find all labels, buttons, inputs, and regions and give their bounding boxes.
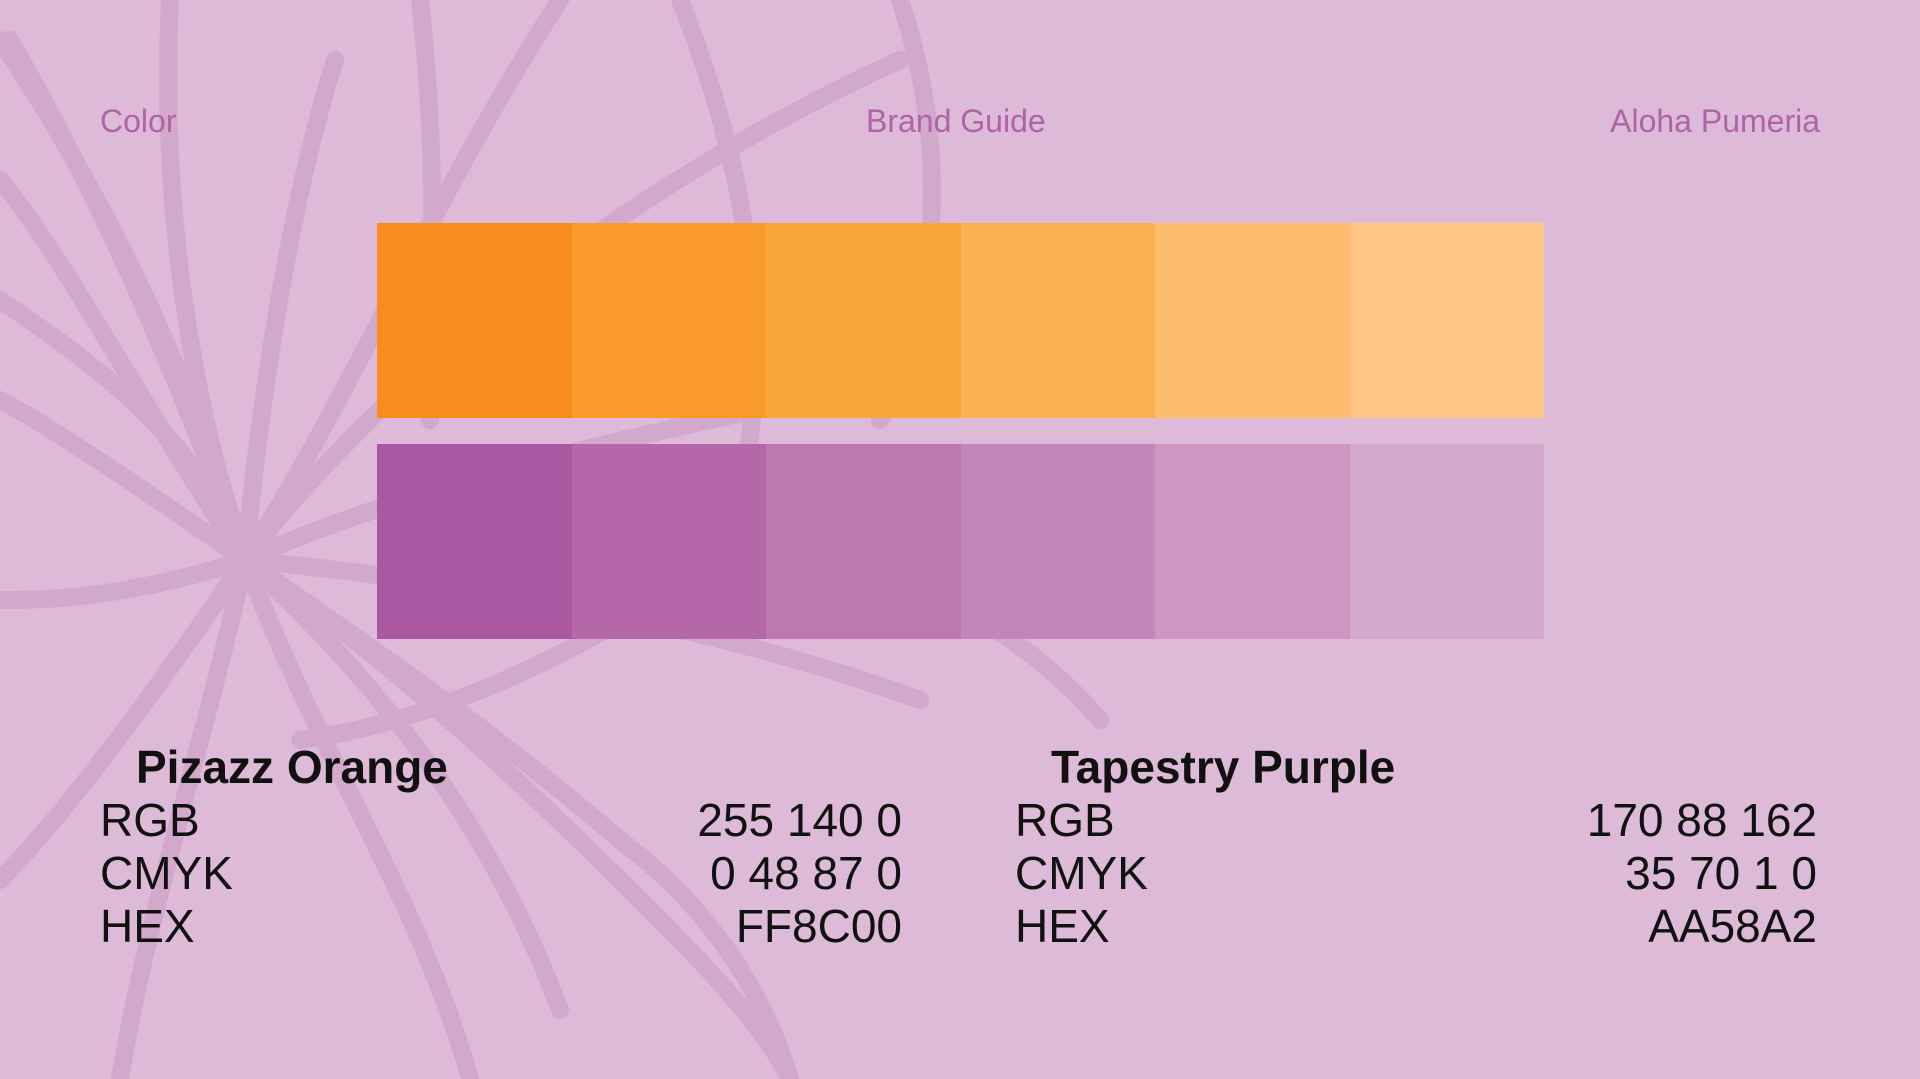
spec-row-cmyk: CMYK 0 48 87 0 (100, 847, 902, 900)
purple-swatch-4 (960, 444, 1155, 639)
color-spec-orange: Pizazz Orange RGB 255 140 0 CMYK 0 48 87… (100, 740, 902, 953)
purple-swatch-row (377, 444, 1544, 639)
header-center-title: Brand Guide (866, 103, 1046, 139)
orange-swatch-5 (1155, 223, 1350, 418)
purple-swatch-1 (377, 444, 572, 639)
spec-row-cmyk: CMYK 35 70 1 0 (1015, 847, 1817, 900)
spec-label: HEX (1015, 900, 1110, 952)
spec-label: HEX (100, 900, 195, 952)
orange-swatch-2 (571, 223, 766, 418)
spec-label: RGB (100, 794, 200, 846)
spec-value: 170 88 162 (1586, 794, 1817, 846)
purple-swatch-2 (571, 444, 766, 639)
color-name: Pizazz Orange (136, 741, 448, 793)
purple-swatch-6 (1349, 444, 1544, 639)
spec-value: 0 48 87 0 (710, 847, 902, 899)
header-right-brand: Aloha Pumeria (1610, 103, 1820, 139)
orange-swatch-6 (1349, 223, 1544, 418)
orange-swatch-1 (377, 223, 572, 418)
color-spec-purple: Tapestry Purple RGB 170 88 162 CMYK 35 7… (1015, 740, 1817, 953)
spec-value: 35 70 1 0 (1625, 847, 1817, 899)
orange-swatch-row (377, 223, 1544, 418)
spec-value: 255 140 0 (697, 794, 902, 846)
spec-row-hex: HEX AA58A2 (1015, 900, 1817, 953)
spec-row-rgb: RGB 255 140 0 (100, 794, 902, 847)
purple-swatch-5 (1155, 444, 1350, 639)
spec-row-rgb: RGB 170 88 162 (1015, 794, 1817, 847)
color-name: Tapestry Purple (1051, 741, 1396, 793)
orange-swatch-4 (960, 223, 1155, 418)
spec-row-hex: HEX FF8C00 (100, 900, 902, 953)
purple-swatch-3 (766, 444, 961, 639)
orange-swatch-3 (766, 223, 961, 418)
header-left-label: Color (100, 103, 177, 139)
spec-label: CMYK (1015, 847, 1148, 899)
spec-label: RGB (1015, 794, 1115, 846)
spec-label: CMYK (100, 847, 233, 899)
spec-value: FF8C00 (735, 900, 902, 952)
spec-value: AA58A2 (1648, 900, 1817, 952)
